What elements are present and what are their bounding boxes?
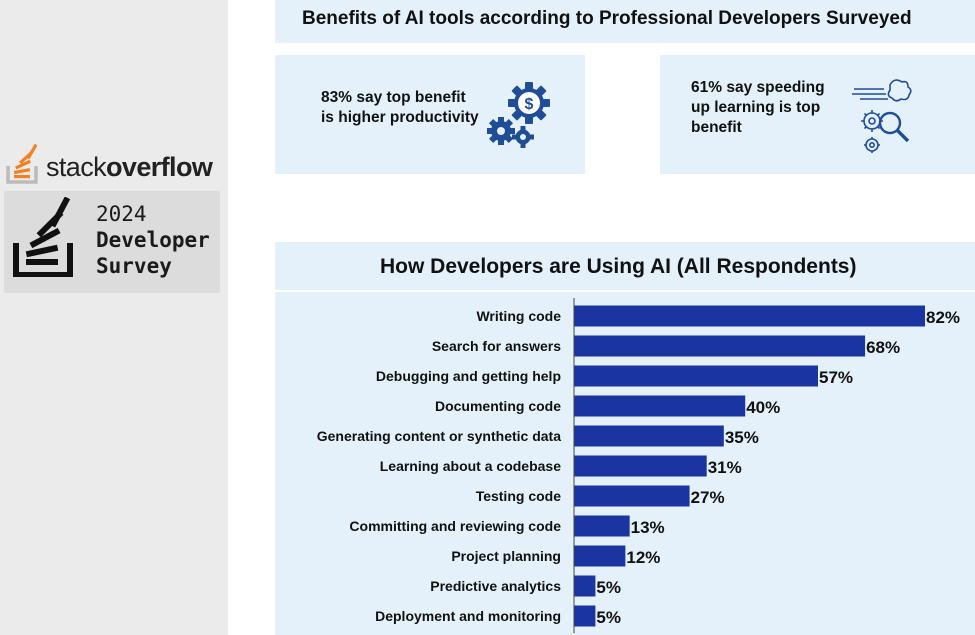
survey-badge: 2024 Developer Survey: [4, 191, 220, 293]
stackoverflow-wordmark: stackoverflow: [46, 152, 213, 183]
category-label: Testing code: [476, 488, 562, 504]
benefits-header: Benefits of AI tools according to Profes…: [275, 0, 975, 43]
value-label: 40%: [746, 398, 780, 417]
bar: [574, 395, 746, 417]
chart-header: How Developers are Using AI (All Respond…: [275, 242, 975, 290]
gears-magnifier-icon: [852, 79, 912, 153]
category-label: Project planning: [451, 548, 561, 564]
bar: [574, 335, 866, 357]
category-label: Committing and reviewing code: [349, 518, 561, 534]
value-label: 5%: [596, 578, 621, 597]
gears-dollar-icon: $: [487, 82, 550, 148]
chart-area: Writing code 82% Search for answers 68% Debu…: [275, 292, 975, 635]
survey-line-1: Developer: [96, 228, 210, 252]
bar: [574, 515, 630, 537]
value-label: 13%: [631, 518, 665, 537]
chart-title: How Developers are Using AI (All Respond…: [380, 255, 857, 278]
category-label: Predictive analytics: [430, 578, 561, 594]
benefit-card-productivity-text: 83% say top benefit is higher productivi…: [321, 89, 479, 126]
value-label: 31%: [708, 458, 742, 477]
sidebar: stackoverflow 2024 Developer Survey: [0, 0, 228, 635]
bar: [574, 605, 596, 627]
logo-word-bold: overflow: [106, 152, 213, 182]
survey-title: 2024 Developer Survey: [96, 201, 210, 279]
bar: [574, 575, 596, 597]
value-label: 57%: [819, 368, 853, 387]
category-label: Deployment and monitoring: [375, 608, 561, 624]
category-label: Debugging and getting help: [376, 368, 561, 384]
bar: [574, 365, 818, 387]
benefit-card-productivity: 83% say top benefit is higher productivi…: [275, 55, 585, 174]
value-label: 35%: [725, 428, 759, 447]
category-label: Search for answers: [432, 338, 561, 354]
value-label: 5%: [596, 608, 621, 627]
bar: [574, 425, 724, 447]
bar: [574, 305, 925, 327]
value-label: 12%: [626, 548, 660, 567]
usage-bar-chart: Writing code 82% Search for answers 68% Debu…: [317, 298, 960, 633]
bar: [574, 485, 690, 507]
svg-text:$: $: [525, 96, 534, 113]
bar: [574, 545, 626, 567]
benefit-card-learning-text: 61% say speeding up learning is top bene…: [691, 79, 825, 136]
survey-year: 2024: [96, 202, 147, 226]
logo-word-light: stack: [46, 152, 107, 182]
survey-line-2: Survey: [96, 254, 172, 278]
category-label: Writing code: [476, 308, 561, 324]
value-label: 82%: [926, 308, 960, 327]
survey-stack-icon: [13, 197, 73, 277]
category-label: Learning about a codebase: [380, 458, 561, 474]
category-label: Documenting code: [435, 398, 561, 414]
value-label: 68%: [866, 338, 900, 357]
benefits-title: Benefits of AI tools according to Profes…: [302, 8, 912, 29]
category-label: Generating content or synthetic data: [317, 428, 561, 444]
value-label: 27%: [691, 488, 725, 507]
stackoverflow-mark-icon: [6, 143, 38, 184]
benefit-card-learning: 61% say speeding up learning is top bene…: [660, 55, 975, 174]
stackoverflow-logo: stackoverflow: [6, 142, 221, 186]
bar: [574, 455, 707, 477]
